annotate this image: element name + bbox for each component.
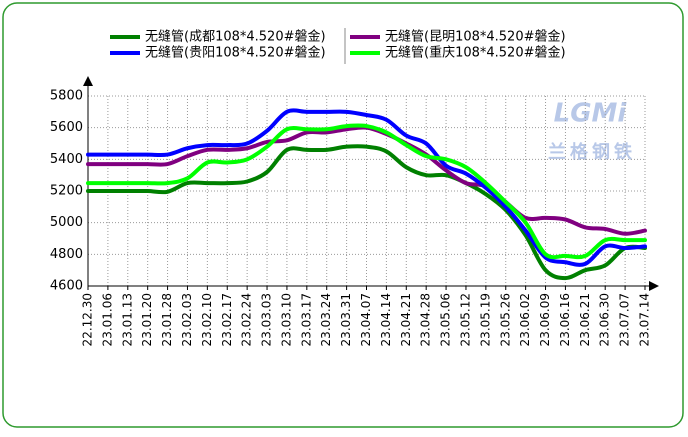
x-tick-label: 23.06.16 <box>558 293 572 346</box>
series-line <box>86 108 647 267</box>
x-tick-label: 23.05.26 <box>498 293 512 346</box>
x-tick-label: 23.04.28 <box>419 293 433 346</box>
x-tick-label: 23.07.14 <box>638 293 652 346</box>
x-tick-label: 23.06.30 <box>598 293 612 346</box>
x-tick-label: 23.02.03 <box>180 293 194 346</box>
series-line <box>86 123 647 260</box>
x-tick-label: 23.01.06 <box>100 293 114 346</box>
x-tick-label: 23.02.24 <box>240 293 254 346</box>
x-tick-label: 23.05.06 <box>439 293 453 346</box>
x-tick-label: 23.05.12 <box>458 293 472 346</box>
x-tick-label: 23.03.17 <box>299 293 313 346</box>
y-tick-label: 5200 <box>50 184 83 199</box>
y-tick-label: 5400 <box>50 152 83 167</box>
x-tick-label: 23.06.02 <box>518 293 532 346</box>
x-tick-label: 23.04.21 <box>399 293 413 346</box>
x-tick-label: 23.01.20 <box>140 293 154 346</box>
y-axis-arrow <box>83 76 93 86</box>
legend-label: 无缝管(重庆108*4.520#磐金) <box>385 45 566 61</box>
x-tick-label: 23.02.17 <box>220 293 234 346</box>
x-tick-label: 22.12.30 <box>81 293 95 346</box>
x-tick-label: 23.01.13 <box>120 293 134 346</box>
x-axis-arrow <box>649 281 659 291</box>
y-tick-label: 4800 <box>50 247 83 262</box>
x-tick-label: 23.06.21 <box>578 293 592 346</box>
x-tick-label: 23.02.10 <box>200 293 214 346</box>
legend-label: 无缝管(成都108*4.520#磐金) <box>145 29 326 45</box>
x-tick-label: 23.04.14 <box>379 293 393 346</box>
x-tick-label: 23.03.10 <box>279 293 293 346</box>
series-line <box>86 144 647 281</box>
x-tick-label: 23.04.07 <box>359 293 373 346</box>
x-tick-label: 23.07.07 <box>618 293 632 346</box>
x-tick-label: 23.03.03 <box>260 293 274 346</box>
legend-label: 无缝管(贵阳108*4.520#磐金) <box>145 45 326 61</box>
x-tick-label: 23.05.19 <box>478 293 492 346</box>
watermark-logo: LGMi <box>554 99 628 129</box>
y-tick-label: 4600 <box>50 279 83 294</box>
frame <box>2 2 684 428</box>
y-tick-label: 5800 <box>50 89 83 104</box>
x-tick-label: 23.01.28 <box>160 293 174 346</box>
x-tick-label: 23.03.31 <box>339 293 353 346</box>
x-tick-label: 23.03.24 <box>319 293 333 346</box>
legend-label: 无缝管(昆明108*4.520#磐金) <box>385 29 566 45</box>
watermark-text: 兰格钢铁 <box>548 141 636 163</box>
y-tick-label: 5600 <box>50 120 83 135</box>
y-tick-label: 5000 <box>50 215 83 230</box>
x-tick-label: 23.06.09 <box>538 293 552 346</box>
